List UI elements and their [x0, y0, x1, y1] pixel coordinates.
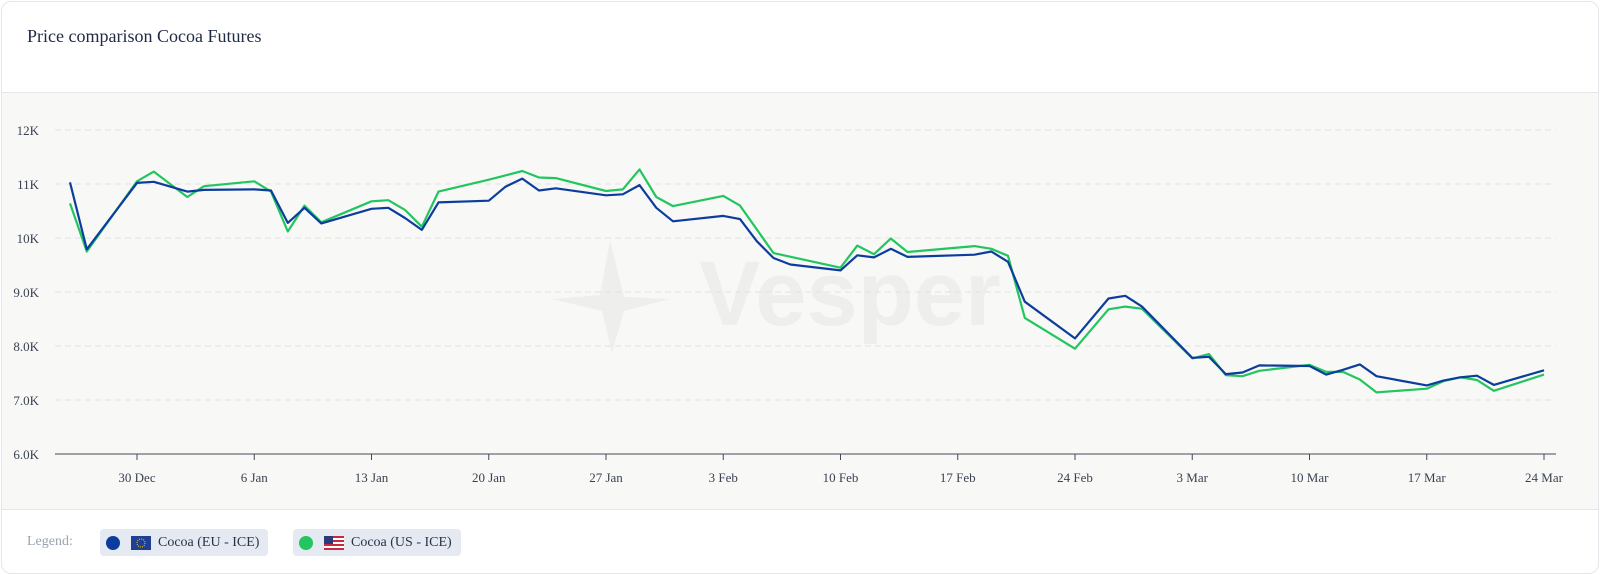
y-tick-label: 11K [17, 177, 40, 192]
vesper-watermark: Vesper [552, 240, 1001, 353]
y-tick-label: 7.0K [13, 393, 39, 408]
watermark-text: Vesper [699, 243, 1001, 345]
y-tick-label: 9.0K [13, 285, 39, 300]
legend-item-label: Cocoa (EU - ICE) [158, 534, 260, 550]
series-color-dot [299, 535, 313, 550]
us-flag-icon [324, 535, 344, 550]
series-line-eu[interactable] [68, 177, 1545, 387]
x-tick-label: 17 Feb [940, 470, 976, 485]
chart-title: Price comparison Cocoa Futures [27, 26, 262, 46]
gridlines [55, 129, 1556, 401]
legend-item-us[interactable]: Cocoa (US - ICE) [293, 529, 461, 556]
x-tick-label: 6 Jan [241, 470, 269, 485]
x-tick-label: 17 Mar [1408, 470, 1447, 485]
x-tick-label: 13 Jan [355, 470, 389, 485]
x-tick-label: 24 Mar [1525, 470, 1564, 485]
x-tick-label: 30 Dec [118, 470, 155, 485]
chart-header: Price comparison Cocoa Futures [2, 2, 1598, 93]
legend-label: Legend: [27, 534, 73, 549]
x-tick-label: 10 Feb [823, 470, 859, 485]
y-tick-label: 8.0K [13, 339, 39, 354]
legend: Legend: Cocoa (EU - ICE) Cocoa (US - ICE… [2, 510, 1598, 573]
y-axis: 6.0K 7.0K 8.0K 9.0K 10K 11K 12K [13, 123, 39, 462]
x-tick-label: 3 Feb [709, 470, 738, 485]
legend-item-label: Cocoa (US - ICE) [351, 534, 452, 550]
eu-flag-icon [131, 535, 151, 550]
series-lines [68, 168, 1545, 394]
legend-item-eu[interactable]: Cocoa (EU - ICE) [100, 529, 268, 556]
x-tick-label: 3 Mar [1177, 470, 1209, 485]
series-line-us[interactable] [68, 168, 1545, 394]
x-tick-label: 10 Mar [1291, 470, 1330, 485]
x-tick-label: 24 Feb [1057, 470, 1093, 485]
vesper-logo-icon [552, 240, 670, 353]
series-color-dot [106, 535, 120, 550]
x-axis: 30 Dec 6 Jan 13 Jan 20 Jan 27 Jan 3 Feb 10 Feb… [55, 453, 1564, 485]
y-tick-label: 10K [17, 231, 40, 246]
x-tick-label: 27 Jan [589, 470, 623, 485]
y-tick-label: 6.0K [13, 447, 39, 462]
y-tick-label: 12K [17, 123, 40, 138]
plot-area[interactable]: Vesper 6.0K 7.0K 8.0K 9.0K 10K 11K 12K 30 Dec 6… [2, 93, 1598, 510]
line-chart[interactable]: Vesper 6.0K 7.0K 8.0K 9.0K 10K 11K 12K 30 Dec 6… [2, 93, 1598, 509]
x-tick-label: 20 Jan [472, 470, 506, 485]
